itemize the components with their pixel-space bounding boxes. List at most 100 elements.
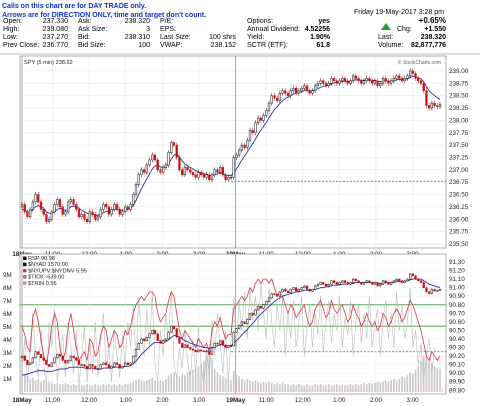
price-candle-body [314, 85, 317, 91]
price-candle-body [297, 90, 300, 94]
volume-bar [219, 375, 221, 392]
volume-bar [276, 382, 278, 392]
volume-bar [295, 385, 297, 392]
rsp-candle-body [26, 360, 29, 365]
rsp-candle-body [341, 280, 344, 283]
rsp-candle-body [178, 337, 181, 344]
price-y-tick-label: 238.00 [449, 117, 469, 124]
price-candle-body [42, 209, 45, 215]
volume-bar [67, 384, 69, 392]
volume-bar [251, 381, 254, 392]
rsp-candle-body [197, 349, 200, 353]
rsp-candle-body [102, 362, 105, 365]
price-candle-body [29, 209, 32, 218]
volume-bar [154, 380, 156, 392]
rsp-candle-body [381, 280, 385, 285]
rsp-candle-body [86, 366, 89, 370]
trin-bar [130, 389, 131, 392]
price-y-tick-label: 239.00 [449, 68, 469, 75]
price-candle-body [48, 219, 51, 222]
breadth-x-axis: 18May 11:00 12:00 1:00 2:00 3:00 19May 11:00 12:… [12, 397, 419, 404]
open-value: 237.330 [43, 18, 68, 25]
rsp-candle-body [75, 357, 78, 361]
breadth-legend-label: $NYAD 1570.00 [28, 262, 68, 268]
price-candle-body [373, 80, 376, 84]
bid-size-label: Bid Size: [78, 42, 106, 49]
rsp-candle-body [175, 328, 178, 338]
vwap-value: 238.152 [211, 42, 236, 49]
trin-bar [417, 387, 419, 392]
price-candle-body [352, 75, 355, 82]
trin-bar [347, 389, 349, 392]
volume-bar [254, 380, 257, 392]
ask-label: Ask: [78, 18, 92, 25]
breadth-x-tick-label: 3:00 [406, 397, 419, 404]
trin-bar [428, 386, 430, 392]
trin-bar [396, 388, 397, 392]
prev-close-label: Prev Close: [3, 42, 39, 49]
price-candle-body [170, 142, 173, 153]
price-candle-body [129, 204, 132, 210]
rsp-candle-body [37, 351, 40, 355]
price-y-tick-label: 236.25 [449, 204, 469, 211]
volume-bar [227, 379, 230, 392]
rsp-candle-body [319, 282, 322, 285]
volume-bar [235, 375, 238, 392]
change-label: Chg: [397, 26, 412, 33]
volume-bar [341, 384, 344, 392]
ask-size-value: 3 [146, 26, 150, 33]
price-candle-body [58, 199, 62, 208]
breadth-left-tick-label: 7M [3, 298, 12, 305]
price-panel-frame [19, 55, 447, 249]
trin-bar [138, 389, 140, 392]
trin-bar [320, 388, 321, 392]
volume-bar [70, 385, 72, 392]
volume-bar [110, 385, 113, 392]
trin-bar [379, 389, 381, 392]
volume-bar [268, 381, 270, 392]
volume-bar [53, 384, 56, 392]
volume-bar [298, 384, 300, 392]
trin-bar [306, 389, 308, 392]
trin-bar [111, 389, 112, 392]
price-candle-body [31, 201, 34, 210]
trin-bar [287, 389, 289, 392]
volume-bar [165, 379, 167, 392]
trin-bar [203, 388, 205, 392]
rsp-candle-body [316, 283, 319, 287]
price-candle-body [126, 206, 129, 210]
price-candle-body [39, 201, 43, 210]
volume-bar [224, 377, 227, 392]
rsp-candle-body [376, 282, 379, 287]
volume-bar [162, 381, 164, 392]
breadth-right-tick-label: 90.10 [449, 362, 465, 369]
rsp-candle-body [379, 283, 382, 287]
trin-bar [241, 387, 243, 392]
price-y-tick-label: 238.50 [449, 93, 469, 100]
volume-bar [45, 382, 48, 392]
trin-bar [268, 388, 270, 392]
volume-bar [338, 385, 341, 392]
price-candle-body [96, 216, 100, 220]
volume-bar [431, 363, 433, 392]
breadth-right-tick-label: 90.40 [449, 336, 465, 343]
price-candle-body [305, 85, 309, 91]
rsp-candle-body [392, 280, 395, 283]
price-candle-body [303, 85, 306, 89]
rsp-candle-body [156, 333, 159, 341]
volume-bar [186, 372, 189, 392]
rsp-candle-body [113, 362, 116, 367]
volume-bar [327, 384, 330, 392]
trin-bar [301, 389, 302, 392]
eps-label: EPS: [160, 26, 176, 33]
price-candle-body [151, 154, 154, 161]
rsp-candle-body [371, 282, 374, 285]
volume-bar [105, 385, 107, 392]
volume-bar [436, 367, 439, 392]
price-candle-body [433, 102, 436, 106]
trin-bar [244, 387, 245, 392]
volume-bar [287, 384, 289, 392]
price-y-tick-label: 237.75 [449, 130, 469, 137]
breadth-right-tick-label: 90.80 [449, 302, 465, 309]
up-arrow-icon [381, 23, 391, 30]
